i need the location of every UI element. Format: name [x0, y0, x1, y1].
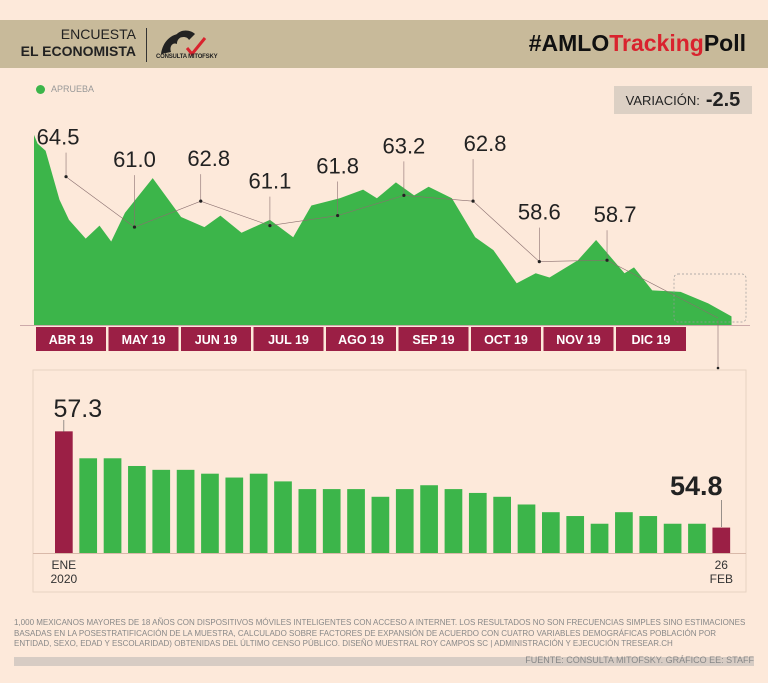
bar	[55, 431, 73, 553]
bar	[420, 485, 438, 553]
month-label: JUN 19	[195, 333, 237, 347]
month-box	[253, 327, 324, 351]
average-label: 58.7	[594, 202, 637, 227]
bar	[639, 516, 658, 553]
average-label: 64.5	[37, 125, 80, 150]
publisher-block: ENCUESTA EL ECONOMISTA	[21, 26, 136, 60]
zoom-region-box	[673, 273, 747, 323]
bar	[615, 512, 633, 553]
bar	[176, 469, 195, 553]
footnote: 1,000 MEXICANOS MAYORES DE 18 AÑOS CON D…	[14, 618, 746, 648]
bar	[274, 481, 292, 553]
bar	[493, 496, 511, 553]
average-point	[605, 258, 609, 262]
variacion-label: VARIACIÓN:	[625, 92, 700, 108]
average-label: 61.1	[248, 169, 291, 194]
encuesta-label: ENCUESTA	[60, 26, 136, 42]
bar	[517, 504, 536, 553]
bar	[444, 489, 463, 553]
legend-label: APRUEBA	[51, 84, 95, 94]
approval-area	[34, 134, 732, 325]
average-point	[537, 260, 541, 264]
variacion-badge: VARIACIÓN: -2.5	[614, 86, 752, 114]
month-label: SEP 19	[412, 333, 454, 347]
x-start-label: 2020	[50, 572, 77, 586]
month-box	[326, 327, 396, 351]
average-point	[336, 213, 340, 218]
first-bar-label: 57.3	[54, 395, 103, 423]
bar	[566, 516, 585, 553]
bar	[590, 523, 609, 553]
average-label: 62.8	[464, 131, 507, 156]
bar	[249, 473, 268, 553]
last-bar-label: 54.8	[670, 471, 723, 501]
hashtag-part2: Tracking	[609, 30, 704, 56]
month-box	[616, 327, 686, 351]
average-point	[64, 175, 68, 179]
x-end-label: FEB	[710, 572, 733, 586]
mitofsky-logo-icon	[161, 30, 207, 57]
publisher-name: EL ECONOMISTA	[20, 43, 136, 59]
hashtag-title: #AMLOTrackingPoll	[529, 30, 746, 57]
bar	[395, 489, 414, 553]
bar-chart-frame	[32, 369, 747, 593]
legend: APRUEBA	[36, 84, 94, 94]
variacion-value: -2.5	[705, 88, 741, 111]
average-point	[132, 225, 137, 229]
logo-text: CONSULTA MITOFSKY	[156, 54, 218, 60]
average-point	[402, 193, 406, 197]
bar	[79, 458, 98, 553]
source-credit: FUENTE: CONSULTA MITOFSKY. GRÁFICO EE: S…	[525, 655, 754, 665]
month-box	[108, 327, 179, 351]
bar	[128, 465, 146, 553]
average-point	[199, 199, 203, 203]
x-start-label: ENE	[52, 558, 77, 572]
average-point	[268, 224, 272, 228]
bar	[201, 473, 219, 553]
header-divider	[146, 28, 147, 62]
month-label: MAY 19	[122, 333, 166, 347]
month-label: DIC 19	[632, 333, 671, 347]
bar	[152, 469, 171, 553]
month-box	[181, 327, 251, 351]
average-label: 58.6	[518, 200, 561, 225]
average-label: 62.8	[187, 146, 230, 171]
month-box	[471, 327, 541, 351]
bar	[103, 458, 122, 553]
month-label: ABR 19	[49, 333, 94, 347]
average-point	[471, 199, 475, 203]
bar	[542, 512, 560, 553]
bar	[347, 489, 365, 553]
bar	[371, 496, 390, 553]
average-label: 63.2	[382, 133, 425, 158]
month-label: OCT 19	[484, 333, 528, 347]
month-label: AGO 19	[338, 333, 384, 347]
header-band: ENCUESTA EL ECONOMISTA CONSULTA MITOFSKY…	[0, 20, 768, 68]
month-box	[36, 327, 106, 351]
month-label: NOV 19	[556, 333, 601, 347]
month-box	[398, 327, 469, 351]
zoom-connector-point	[716, 366, 720, 370]
month-box	[543, 327, 614, 351]
bar	[468, 492, 487, 553]
bar	[225, 477, 244, 553]
x-end-label: 26	[715, 558, 729, 572]
bar	[712, 527, 731, 553]
bar	[298, 489, 317, 553]
month-label: JUL 19	[268, 333, 309, 347]
legend-dot-icon	[36, 84, 45, 94]
bar	[663, 523, 682, 553]
average-label: 61.8	[316, 154, 359, 179]
source-bar	[14, 657, 754, 666]
average-label: 61.0	[113, 147, 156, 172]
hashtag-part3: Poll	[703, 30, 746, 56]
bar	[322, 489, 341, 553]
bar	[688, 523, 706, 553]
hashtag-part1: #AMLO	[528, 30, 610, 56]
